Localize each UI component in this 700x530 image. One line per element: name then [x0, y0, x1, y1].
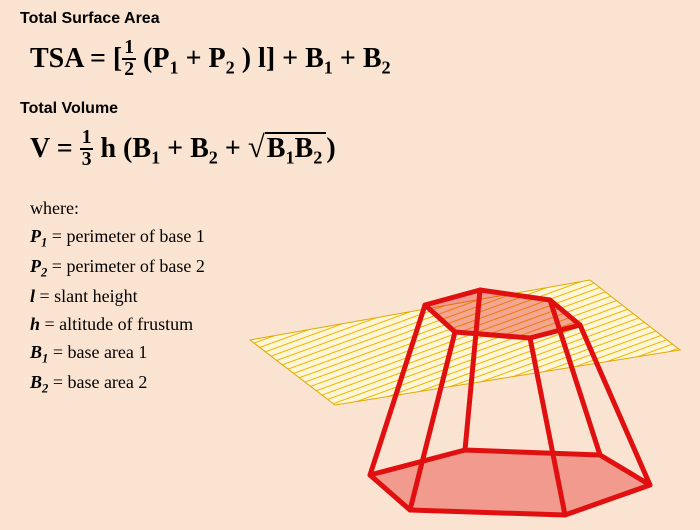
def-p2: P2 = perimeter of base 2: [30, 253, 205, 283]
def-b1-var: B: [30, 342, 42, 362]
tsa-sub4: 2: [382, 58, 391, 78]
volume-formula: V = 13 h (B1 + B2 + √B1B2): [30, 130, 336, 171]
tsa-frac: 12: [122, 38, 136, 79]
sqrt-icon: √: [248, 132, 265, 168]
def-b2-txt: = base area 2: [48, 372, 147, 392]
vol-sqrt-s1: 1: [285, 147, 294, 167]
def-l: l = slant height: [30, 283, 205, 311]
def-b1: B1 = base area 1: [30, 339, 205, 369]
def-p2-var: P: [30, 256, 41, 276]
tsa-eq: =: [90, 43, 106, 74]
volume-heading: Total Volume: [20, 100, 118, 118]
tsa-heading: Total Surface Area: [20, 10, 160, 28]
def-b1-txt: = base area 1: [48, 342, 147, 362]
vol-frac-num: 1: [80, 128, 94, 150]
vol-close: ): [326, 133, 335, 164]
frustum-bottom-face: [370, 450, 650, 515]
tsa-frac-den: 2: [122, 60, 136, 80]
def-l-txt: = slant height: [35, 286, 138, 306]
def-b2: B2 = base area 2: [30, 369, 205, 399]
definitions: where: P1 = perimeter of base 1 P2 = per…: [30, 195, 205, 399]
def-h-var: h: [30, 314, 40, 334]
vol-frac-den: 3: [80, 150, 94, 170]
tsa-sub1: 1: [169, 58, 178, 78]
frustum-diagram: [240, 220, 700, 530]
vol-sub2: 2: [209, 148, 218, 168]
vol-plus1: + B: [160, 133, 209, 164]
vol-plus2: +: [218, 133, 248, 164]
def-p1-var: P: [30, 226, 41, 246]
def-where: where:: [30, 195, 205, 223]
tsa-plus: + P: [179, 43, 226, 74]
def-p2-txt: = perimeter of base 2: [47, 256, 205, 276]
vol-sqrt: √B1B2: [248, 132, 326, 168]
tsa-formula: TSA = [12 (P1 + P2 ) l] + B1 + B2: [30, 40, 391, 81]
tsa-plus2: + B: [333, 43, 382, 74]
vol-sqrt-b1: B: [267, 133, 286, 164]
tsa-p1: (P: [136, 43, 169, 74]
def-h: h = altitude of frustum: [30, 311, 205, 339]
vol-sqrt-arg: B1B2: [265, 132, 327, 168]
tsa-sub3: 1: [324, 58, 333, 78]
vol-sqrt-s2: 2: [313, 147, 322, 167]
vol-sqrt-b2: B: [295, 133, 314, 164]
vol-eq: =: [57, 133, 73, 164]
tsa-mid2: ) l] + B: [235, 43, 324, 74]
tsa-frac-num: 1: [122, 38, 136, 60]
vol-h: h (B: [93, 133, 151, 164]
vol-lhs: V: [30, 133, 50, 164]
def-h-txt: = altitude of frustum: [40, 314, 193, 334]
tsa-open: [: [113, 43, 122, 74]
def-p1-txt: = perimeter of base 1: [47, 226, 205, 246]
def-p1: P1 = perimeter of base 1: [30, 223, 205, 253]
vol-sub1: 1: [151, 148, 160, 168]
tsa-lhs: TSA: [30, 43, 83, 74]
def-b2-var: B: [30, 372, 42, 392]
vol-frac: 13: [80, 128, 94, 169]
tsa-sub2: 2: [226, 58, 235, 78]
